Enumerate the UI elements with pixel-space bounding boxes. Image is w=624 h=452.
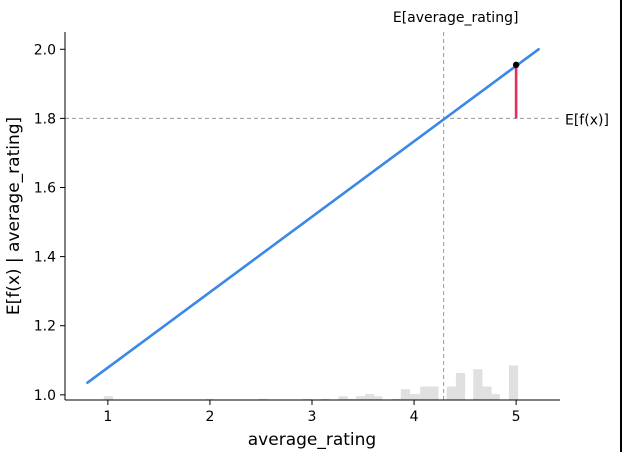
histogram-bar	[455, 373, 466, 400]
x-tick-label: 1	[103, 409, 112, 425]
sample-point	[512, 61, 520, 69]
x-tick-label: 4	[410, 409, 419, 425]
histogram-bar	[409, 394, 421, 400]
y-axis-title: E[f(x) | average_rating]	[4, 117, 24, 315]
series-lines	[86, 47, 540, 385]
histogram-bar	[355, 396, 366, 400]
histogram-bar	[482, 386, 492, 400]
histogram	[103, 365, 519, 400]
y-tick-label: 1.2	[34, 319, 56, 335]
y-tick-label: 1.6	[34, 180, 56, 196]
histogram-bar	[446, 386, 456, 400]
x-ticks: 1 2 3 4 5	[103, 400, 521, 425]
axes	[64, 32, 560, 401]
histogram-bar	[391, 398, 401, 400]
histogram-bar	[338, 396, 348, 400]
x-tick-label: 3	[308, 409, 317, 425]
histogram-bar	[400, 389, 410, 400]
histogram-bar	[103, 396, 113, 400]
histogram-bar	[302, 398, 312, 400]
histogram-bar	[491, 394, 500, 400]
x-tick-label: 2	[205, 409, 214, 425]
expected-value-x-label: E[average_rating]	[393, 10, 519, 26]
histogram-bar	[473, 369, 483, 400]
x-tick-label: 5	[512, 409, 521, 425]
expected-value-lines	[65, 32, 560, 400]
y-tick-label: 1.4	[34, 250, 56, 266]
x-axis-title: average_rating	[248, 430, 376, 450]
y-tick-label: 1.8	[34, 111, 56, 127]
histogram-bar	[321, 398, 330, 400]
histogram-bar	[374, 396, 383, 400]
expected-value-y-label: E[f(x)]	[565, 112, 609, 128]
histogram-bar	[420, 386, 439, 400]
histogram-bar	[347, 398, 356, 400]
y-ticks: 1.0 1.2 1.4 1.6 1.8 2.0	[34, 42, 65, 404]
histogram-bar	[508, 365, 519, 400]
histogram-bar	[365, 394, 375, 400]
window-edge	[620, 0, 622, 452]
y-tick-label: 2.0	[34, 42, 56, 58]
highlight	[512, 61, 520, 119]
series-line	[86, 47, 540, 385]
histogram-bar	[258, 398, 268, 400]
histogram-bar	[205, 398, 215, 400]
y-tick-label: 1.0	[34, 388, 56, 404]
